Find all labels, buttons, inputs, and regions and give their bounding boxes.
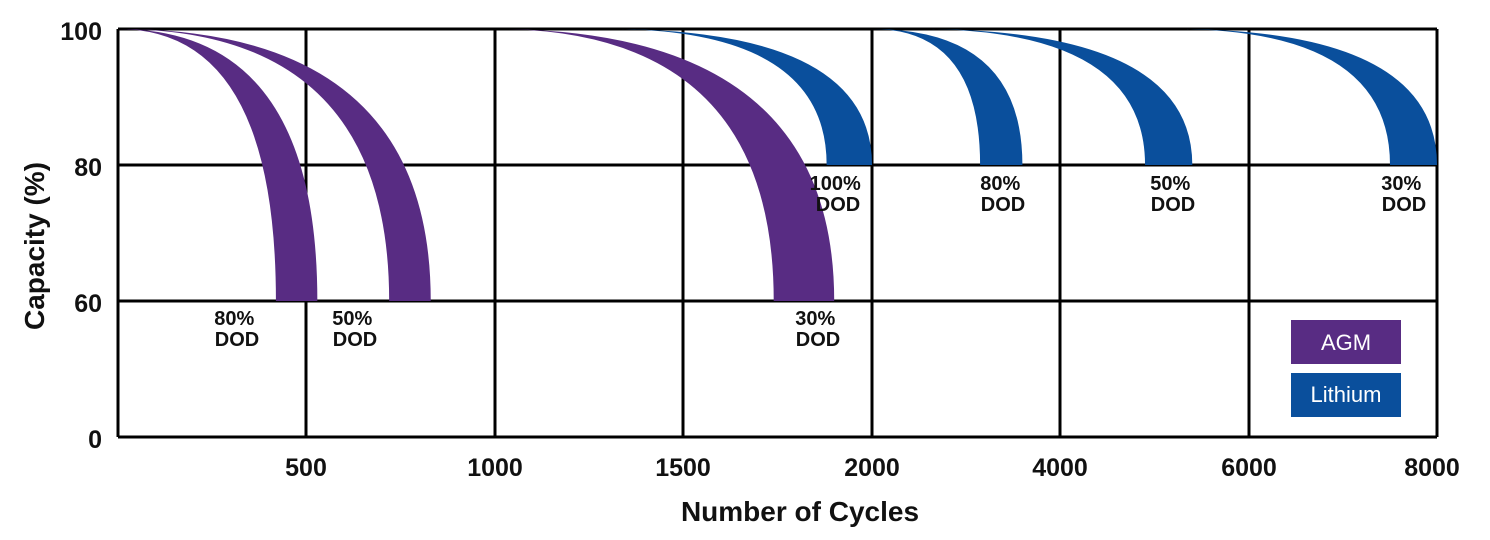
x-tick-label: 2000 — [844, 454, 900, 482]
dod-label-agm-80: 80% DOD — [214, 308, 260, 351]
y-axis-title: Capacity (%) — [19, 162, 50, 330]
dod-label-line: DOD — [796, 329, 840, 351]
legend-swatch-agm — [1291, 320, 1401, 364]
dod-label-line: DOD — [333, 329, 377, 351]
dod-label-line: 80% — [980, 173, 1020, 195]
series-band-agm-30 — [495, 29, 835, 301]
dod-label-line: 30% — [1381, 173, 1421, 195]
dod-label-line: 80% — [214, 308, 254, 330]
x-tick-label: 4000 — [1032, 454, 1088, 482]
dod-label-lithium-30: 30% DOD — [1381, 173, 1427, 216]
x-tick-label: 1500 — [655, 454, 711, 482]
series-band-agm-80 — [118, 29, 318, 301]
x-tick-label: 500 — [285, 454, 327, 482]
legend: AGM Lithium — [1291, 320, 1401, 417]
dod-label-line: DOD — [816, 194, 860, 216]
x-tick-label: 1000 — [467, 454, 523, 482]
dod-label-line: DOD — [1151, 194, 1195, 216]
legend-swatch-lithium — [1291, 373, 1401, 417]
dod-label-lithium-50: 50% DOD — [1150, 173, 1196, 216]
dod-label-line: 100% — [810, 173, 861, 195]
dod-label-agm-50: 50% DOD — [332, 308, 378, 351]
series-band-lithium-80 — [872, 29, 1023, 165]
dod-labels: 80% DOD 50% DOD 30% DOD 100% DOD 80% DOD… — [214, 173, 1427, 351]
dod-label-line: 50% — [1150, 173, 1190, 195]
series-band-agm-50 — [118, 29, 431, 301]
series-layer — [118, 29, 1437, 301]
dod-label-line: DOD — [1382, 194, 1426, 216]
series-band-lithium-50 — [919, 29, 1193, 165]
y-tick-label: 0 — [88, 426, 102, 454]
legend-label-agm: AGM — [1321, 330, 1371, 355]
dod-label-lithium-100: 100% DOD — [810, 173, 867, 216]
dod-label-agm-30: 30% DOD — [795, 308, 841, 351]
legend-label-lithium: Lithium — [1311, 382, 1382, 407]
dod-label-line: 50% — [332, 308, 372, 330]
series-band-lithium-30 — [1173, 29, 1437, 165]
series-band-lithium-100 — [607, 29, 872, 165]
dod-label-lithium-80: 80% DOD — [980, 173, 1026, 216]
x-tick-label: 8000 — [1404, 454, 1460, 482]
y-tick-label: 100 — [60, 18, 102, 46]
dod-label-line: DOD — [215, 329, 259, 351]
dod-label-line: DOD — [981, 194, 1025, 216]
x-axis-title: Number of Cycles — [681, 496, 919, 527]
dod-label-line: 30% — [795, 308, 835, 330]
x-tick-label: 6000 — [1221, 454, 1277, 482]
y-tick-label: 60 — [74, 290, 102, 318]
y-tick-label: 80 — [74, 154, 102, 182]
